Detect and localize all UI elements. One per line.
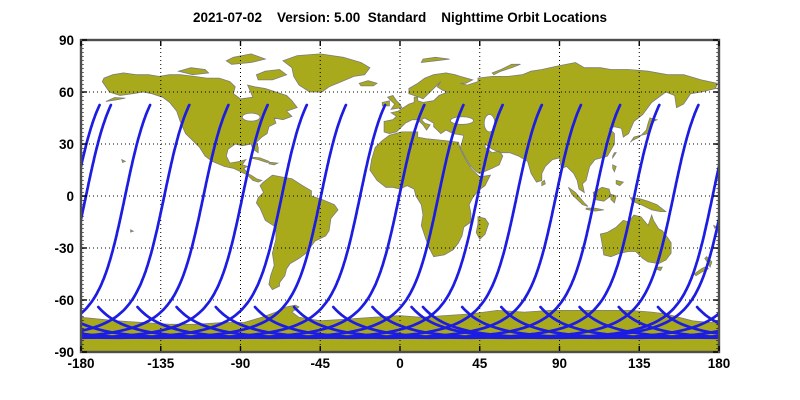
x-tick-label: -90 bbox=[231, 356, 251, 371]
land-hawaii bbox=[121, 158, 127, 164]
land-new-guinea bbox=[629, 197, 667, 212]
y-tick-label: -30 bbox=[54, 241, 74, 256]
x-tick-label: 0 bbox=[396, 356, 404, 371]
land-greenland bbox=[282, 53, 371, 93]
x-tick-label: 135 bbox=[628, 356, 651, 371]
land-hispaniola bbox=[268, 161, 280, 166]
land-taiwan bbox=[612, 152, 617, 160]
plot-border bbox=[79, 38, 721, 354]
axis-ticks bbox=[80, 39, 720, 353]
land-ellesmere-island bbox=[225, 53, 267, 65]
orbit-track bbox=[81, 103, 719, 340]
x-tick-label: 90 bbox=[552, 356, 567, 371]
land-north-america bbox=[101, 72, 298, 183]
land-sri-lanka bbox=[541, 179, 546, 187]
land-south-america bbox=[255, 174, 339, 291]
land-luzon bbox=[612, 164, 617, 173]
x-tick-label: -135 bbox=[147, 356, 175, 371]
land-pacific-isle bbox=[130, 229, 135, 233]
y-tick-label: -90 bbox=[54, 345, 74, 360]
land-baffin-island bbox=[255, 69, 288, 81]
water-great-lakes bbox=[241, 112, 261, 122]
x-tick-label: -45 bbox=[310, 356, 330, 371]
land-sumatra bbox=[568, 186, 589, 207]
plot-area bbox=[81, 40, 719, 352]
land-africa bbox=[369, 131, 492, 258]
x-tick-label: 180 bbox=[708, 356, 731, 371]
land-eurasia bbox=[383, 62, 718, 194]
y-tick-label: 90 bbox=[59, 33, 74, 48]
water-black-sea bbox=[450, 116, 474, 125]
x-tick-label: 45 bbox=[472, 356, 488, 371]
land-aleutian-sliver bbox=[105, 97, 126, 102]
figure-title: 2021-07-02 Version: 5.00 Standard Nightt… bbox=[192, 10, 608, 25]
land-iceland bbox=[358, 80, 378, 87]
land-sulawesi bbox=[610, 193, 617, 204]
orbit-track-layer bbox=[81, 103, 719, 340]
land-madagascar bbox=[475, 216, 490, 240]
land-cuba bbox=[250, 156, 270, 163]
y-tick-label: 30 bbox=[59, 137, 74, 152]
land-victoria-island bbox=[176, 67, 210, 76]
land-svalbard bbox=[420, 56, 450, 63]
x-tick-label: -180 bbox=[67, 356, 94, 371]
y-tick-label: 60 bbox=[59, 85, 74, 100]
y-tick-label: 0 bbox=[66, 189, 74, 204]
land-java bbox=[585, 207, 604, 212]
y-tick-label: -60 bbox=[54, 293, 74, 308]
land-novaya-zemlya bbox=[491, 63, 521, 76]
land-japan bbox=[630, 117, 659, 143]
land-great-britain bbox=[386, 95, 403, 110]
land-mindanao bbox=[615, 179, 625, 187]
